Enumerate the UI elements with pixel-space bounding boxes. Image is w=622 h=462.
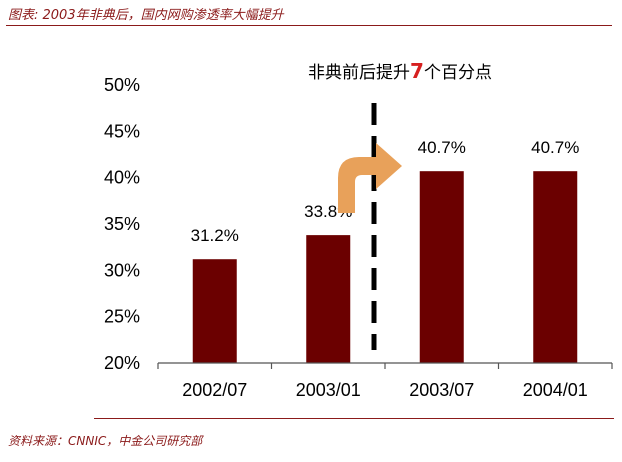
x-tick-label: 2003/01 bbox=[296, 380, 361, 400]
annotation-text: 非典前后提升7个百分点 bbox=[308, 59, 492, 83]
y-tick-label: 25% bbox=[104, 307, 140, 327]
header-rule bbox=[6, 25, 612, 26]
data-label: 31.2% bbox=[191, 226, 239, 245]
y-tick-label: 35% bbox=[104, 214, 140, 234]
x-tick-label: 2003/07 bbox=[409, 380, 474, 400]
y-tick-label: 40% bbox=[104, 168, 140, 188]
data-label: 40.7% bbox=[418, 138, 466, 157]
annotation-suffix: 个百分点 bbox=[424, 63, 492, 83]
bar bbox=[419, 171, 464, 363]
y-tick-label: 45% bbox=[104, 121, 140, 141]
y-tick-label: 20% bbox=[104, 353, 140, 373]
x-tick-label: 2002/07 bbox=[182, 380, 247, 400]
bar bbox=[306, 235, 351, 363]
annotation-highlight: 7 bbox=[410, 59, 424, 83]
footer-rule bbox=[94, 418, 614, 419]
curved-arrow-right-icon bbox=[338, 143, 402, 213]
y-tick-label: 30% bbox=[104, 260, 140, 280]
data-label: 40.7% bbox=[531, 138, 579, 157]
y-tick-label: 50% bbox=[104, 75, 140, 95]
bar bbox=[533, 171, 578, 363]
source-note: 资料来源：CNNIC，中金公司研究部 bbox=[8, 434, 203, 448]
chart-header-title: 图表: 2003年非典后，国内网购渗透率大幅提升 bbox=[8, 8, 284, 23]
bar bbox=[192, 259, 237, 363]
annotation-prefix: 非典前后提升 bbox=[308, 63, 410, 83]
x-tick-label: 2004/01 bbox=[523, 380, 588, 400]
